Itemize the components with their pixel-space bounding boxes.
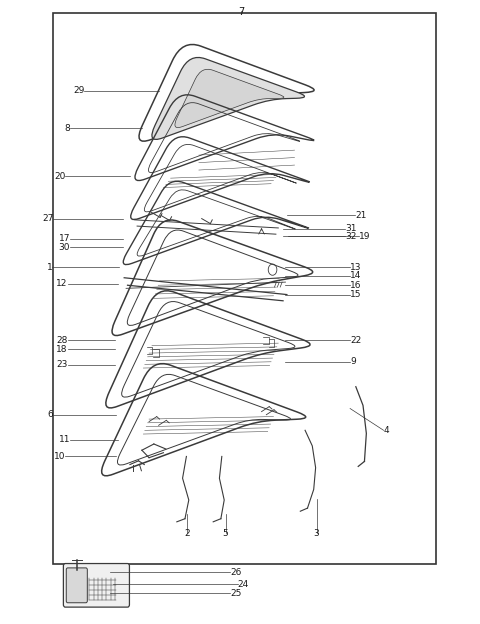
Text: 1: 1 (47, 263, 52, 271)
Text: 2: 2 (184, 529, 190, 537)
Text: 31: 31 (345, 224, 357, 233)
Text: 16: 16 (350, 281, 361, 290)
Text: 10: 10 (54, 452, 65, 461)
Text: 29: 29 (73, 87, 84, 95)
Text: 23: 23 (56, 361, 68, 369)
Text: 30: 30 (59, 243, 70, 251)
Text: 26: 26 (230, 568, 242, 577)
Text: 13: 13 (350, 263, 361, 271)
Text: 21: 21 (355, 211, 366, 220)
Text: 27: 27 (42, 214, 53, 223)
Text: 28: 28 (56, 336, 68, 344)
Text: 25: 25 (230, 589, 242, 598)
Text: 4: 4 (384, 426, 389, 435)
Text: 8: 8 (64, 124, 70, 133)
Text: 7: 7 (238, 7, 245, 17)
Text: 32: 32 (345, 232, 357, 240)
Text: 12: 12 (56, 280, 68, 288)
Text: 20: 20 (54, 172, 65, 181)
Text: 19: 19 (359, 232, 370, 240)
Text: 9: 9 (350, 358, 356, 366)
Text: 6: 6 (48, 410, 53, 419)
Text: 15: 15 (350, 290, 361, 299)
Text: 24: 24 (238, 580, 249, 588)
Text: 14: 14 (350, 271, 361, 280)
FancyBboxPatch shape (66, 568, 87, 603)
Text: 18: 18 (56, 345, 68, 354)
Text: 5: 5 (223, 529, 228, 537)
PathPatch shape (175, 69, 284, 128)
Text: 22: 22 (350, 336, 361, 344)
PathPatch shape (152, 57, 304, 139)
Text: 17: 17 (59, 234, 70, 243)
Text: 11: 11 (59, 435, 70, 444)
Bar (53, 13, 436, 564)
FancyBboxPatch shape (63, 563, 130, 607)
Text: 3: 3 (314, 529, 320, 537)
